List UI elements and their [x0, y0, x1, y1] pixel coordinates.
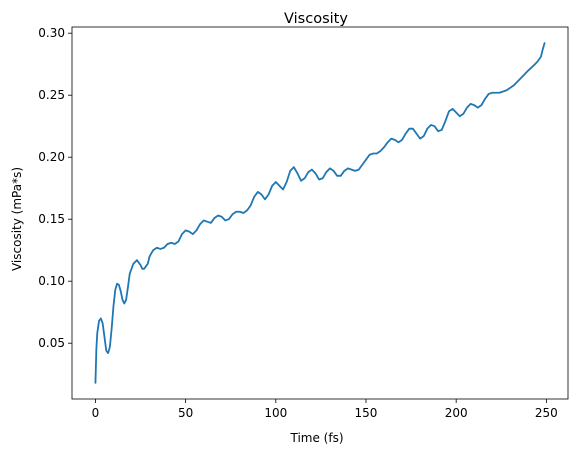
y-tick-label: 0.10	[38, 274, 65, 288]
y-tick-label: 0.25	[38, 88, 65, 102]
x-tick-label: 50	[178, 406, 193, 420]
plot-background	[72, 27, 568, 399]
x-axis-label: Time (fs)	[289, 431, 343, 445]
y-tick-label: 0.30	[38, 26, 65, 40]
series-line	[94, 42, 546, 384]
y-axis: 0.05 0.10 0.15 0.20 0.25 0.30	[38, 26, 72, 350]
x-tick-label: 250	[535, 406, 558, 420]
plot-frame	[71, 26, 569, 400]
y-tick-label: 0.05	[38, 336, 65, 350]
y-axis-label: Viscosity (mPa*s)	[10, 167, 24, 271]
chart-title: Viscosity	[284, 11, 348, 27]
x-axis: 0 50 100 150 200 250	[92, 399, 558, 420]
x-tick-label: 100	[264, 406, 287, 420]
y-tick-label: 0.15	[38, 212, 65, 226]
y-tick-label: 0.20	[38, 150, 65, 164]
plot-area	[72, 27, 568, 399]
x-tick-label: 150	[355, 406, 378, 420]
x-tick-label: 200	[445, 406, 468, 420]
x-tick-label: 0	[92, 406, 100, 420]
